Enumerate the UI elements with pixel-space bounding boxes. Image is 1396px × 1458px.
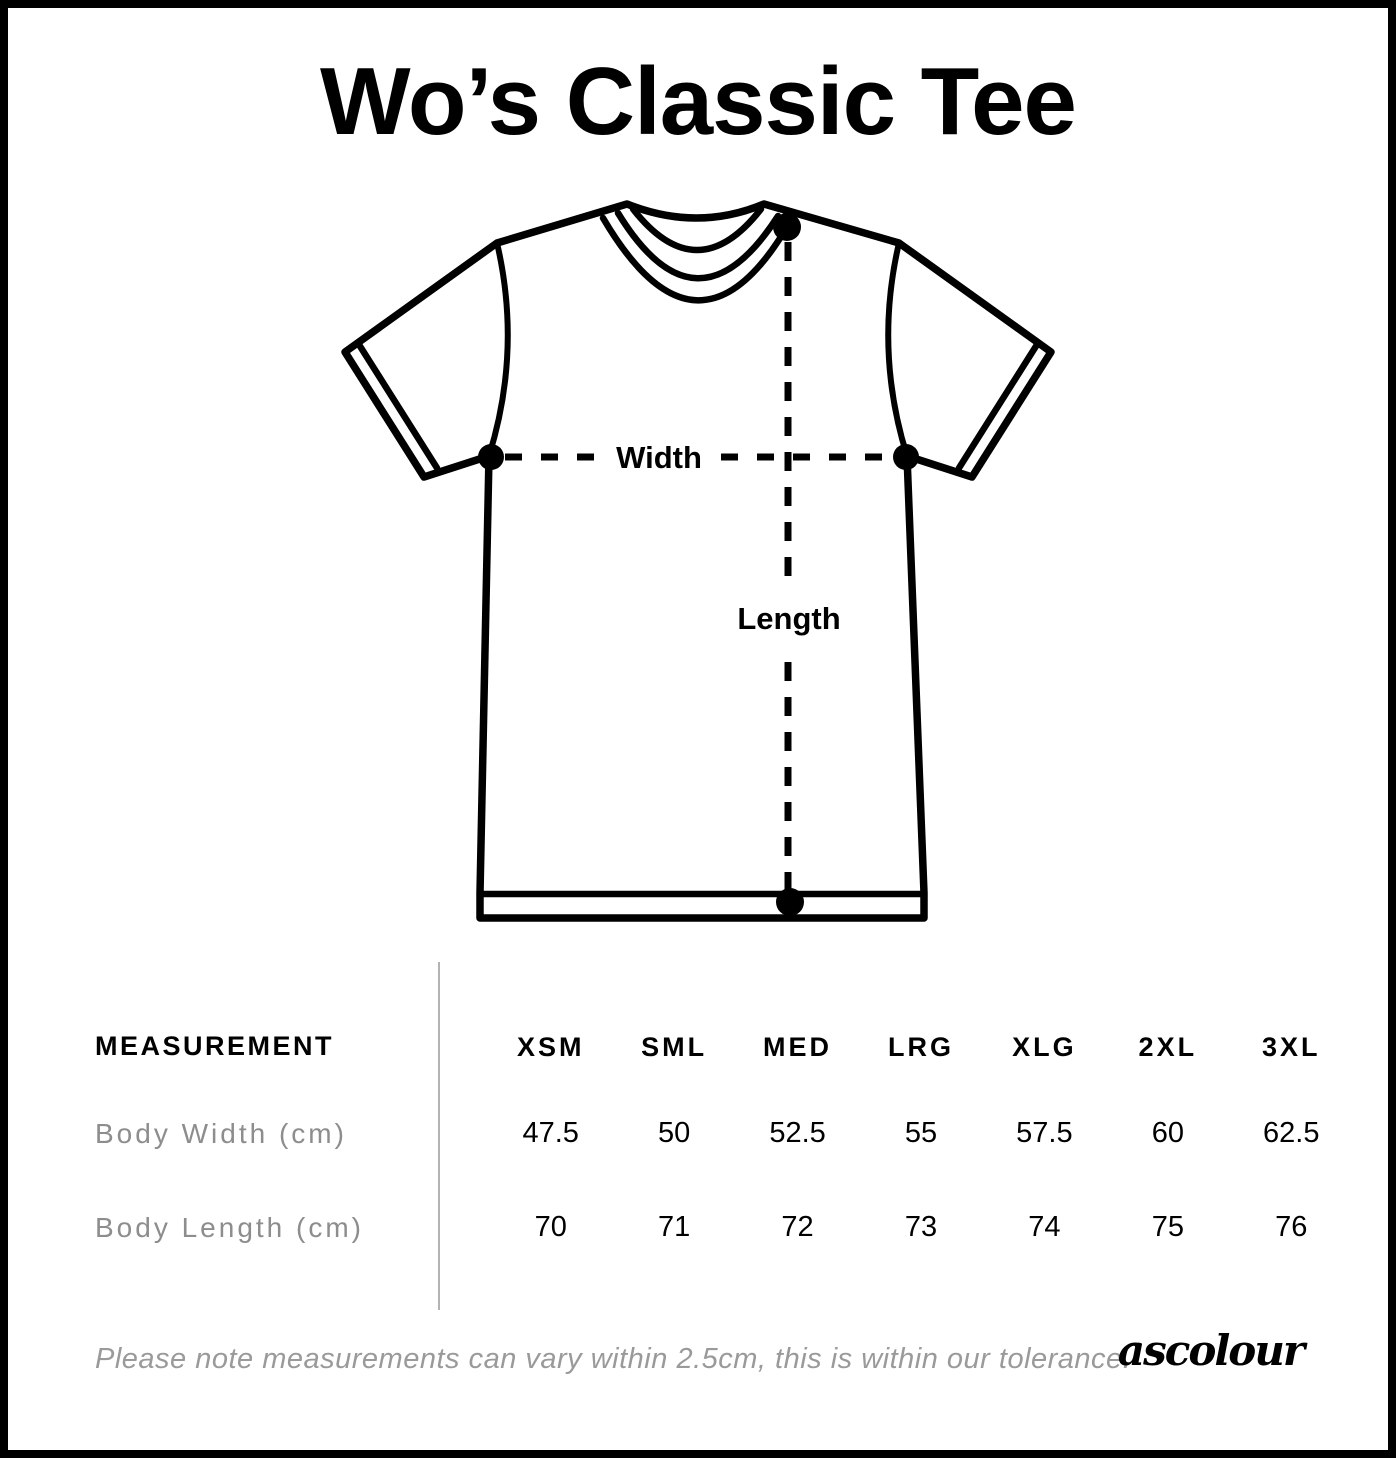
size-value: 76 [1275,1211,1308,1243]
brand-logo: ascolour [1117,1326,1305,1375]
size-col-header: 2XL [1138,1032,1198,1062]
size-value: 71 [658,1211,691,1243]
size-col-header: 3XL [1261,1032,1321,1062]
size-value: 70 [534,1211,567,1243]
size-value: 60 [1151,1117,1184,1149]
collar-outer-line [599,214,791,304]
size-value: 62.5 [1263,1117,1320,1149]
shoulder-neck-dot [773,213,801,241]
left-armhole-seam [486,240,511,459]
collar-back-line [629,205,765,254]
size-value: 72 [781,1211,814,1243]
right-armpit-dot [893,444,919,470]
collar-inner-line [614,209,782,282]
size-value: 75 [1151,1211,1184,1243]
length-label: Length [737,601,840,636]
size-value: 52.5 [769,1117,826,1149]
size-col-header: XSM [516,1032,585,1062]
width-label: Width [616,440,702,475]
tee-measurement-diagram: Width Length [341,200,1055,922]
size-col-header: LRG [887,1032,954,1062]
size-col-header: MED [763,1032,833,1062]
size-value: 47.5 [522,1117,579,1149]
row-label-body-length: Body Length (cm) [95,1212,364,1243]
body-width-row: 47.5 50 52.5 55 57.5 60 62.5 [489,1117,1353,1150]
row-label-body-width: Body Width (cm) [95,1118,347,1149]
table-divider [438,962,440,1310]
size-value: 50 [658,1117,691,1149]
measurement-header: MEASUREMENT [95,1031,335,1061]
tolerance-note: Please note measurements can vary within… [95,1343,1132,1375]
size-value: 57.5 [1016,1117,1073,1149]
left-cuff-line [354,339,441,472]
size-value: 55 [904,1117,938,1149]
size-value: 74 [1028,1211,1061,1243]
size-col-header: XLG [1012,1032,1077,1062]
tee-outline [341,200,1055,922]
hem-center-dot [776,888,804,916]
width-label-backing [604,436,718,480]
size-col-header: SML [641,1032,708,1062]
size-header-row: XSM SML MED LRG XLG 2XL 3XL [489,1032,1353,1063]
right-armhole-seam [885,240,910,459]
left-armpit-dot [478,444,504,470]
length-label-backing [736,586,840,648]
size-value: 73 [904,1211,938,1243]
page-title: Wo’s Classic Tee [320,48,1077,155]
body-length-row: 70 71 72 73 74 75 76 [489,1211,1353,1244]
right-cuff-line [955,339,1042,472]
